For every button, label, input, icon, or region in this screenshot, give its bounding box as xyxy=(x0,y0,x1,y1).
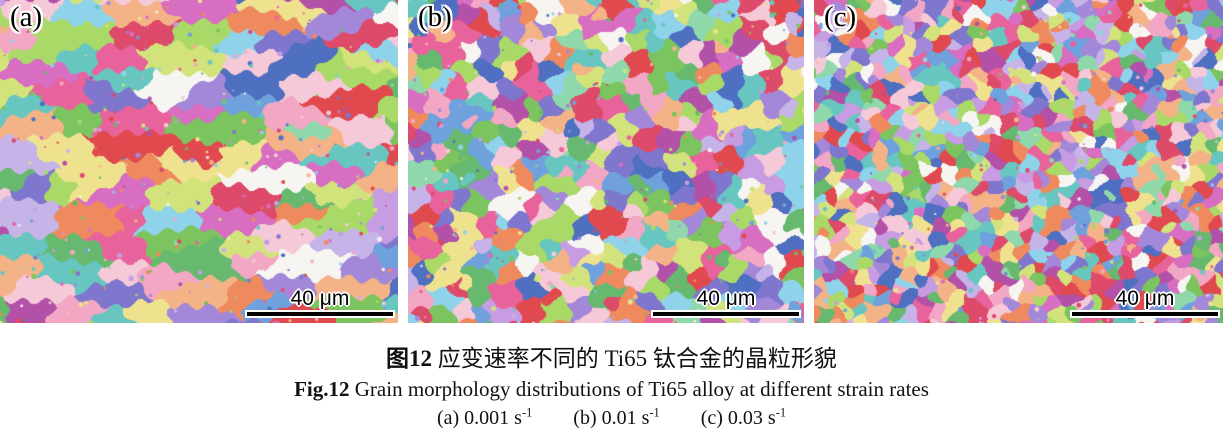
panels-row: (a) 40 μm (b) 40 μm (c) 40 μm xyxy=(0,0,1223,323)
condition-a: (a) 0.001 s-1 xyxy=(436,405,533,429)
figure-number-en: Fig.12 xyxy=(294,377,350,401)
exponent: -1 xyxy=(775,405,787,420)
scale-bar-a: 40 μm xyxy=(247,286,393,316)
figure-title-en: Grain morphology distributions of Ti65 a… xyxy=(349,377,929,401)
scale-bar-line-b xyxy=(653,312,799,316)
figure-caption: 图12 应变速率不同的 Ti65 钛合金的晶粒形貌 Fig.12 Grain m… xyxy=(0,344,1223,433)
figure-number-zh: 图12 xyxy=(386,346,433,371)
scale-bar-label-c: 40 μm xyxy=(1115,286,1175,310)
panel-label-b: (b) xyxy=(418,1,452,33)
scale-bar-line-c xyxy=(1072,312,1218,316)
condition-c: (c) 0.03 s-1 xyxy=(700,405,787,429)
figure-title-zh: 应变速率不同的 Ti65 钛合金的晶粒形貌 xyxy=(432,346,837,371)
panel-label-a: (a) xyxy=(10,1,43,33)
scale-bar-b: 40 μm xyxy=(653,286,799,316)
panel-c: (c) 40 μm xyxy=(814,0,1223,323)
scale-bar-line-a xyxy=(247,312,393,316)
scale-bar-label-a: 40 μm xyxy=(290,286,350,310)
figure-caption-conditions: (a) 0.001 s-1 (b) 0.01 s-1 (c) 0.03 s-1 xyxy=(0,404,1223,433)
scale-bar-label-b: 40 μm xyxy=(696,286,756,310)
figure-caption-en: Fig.12 Grain morphology distributions of… xyxy=(0,374,1223,404)
panel-b: (b) 40 μm xyxy=(408,0,804,323)
grain-map-b xyxy=(408,0,804,323)
grain-map-a xyxy=(0,0,398,323)
condition-b: (b) 0.01 s-1 xyxy=(573,405,660,429)
grain-map-c xyxy=(814,0,1223,323)
exponent: -1 xyxy=(521,405,533,420)
figure-caption-zh: 图12 应变速率不同的 Ti65 钛合金的晶粒形貌 xyxy=(0,344,1223,374)
panel-label-c: (c) xyxy=(824,1,857,33)
exponent: -1 xyxy=(649,405,660,420)
panel-a: (a) 40 μm xyxy=(0,0,398,323)
scale-bar-c: 40 μm xyxy=(1072,286,1218,316)
